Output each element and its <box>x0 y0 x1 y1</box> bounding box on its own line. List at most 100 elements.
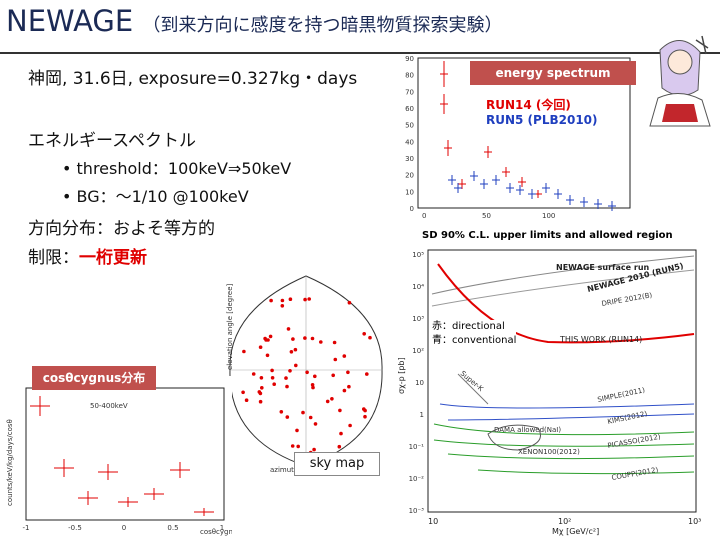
sky-event <box>270 368 274 373</box>
sd-curve-run5 <box>431 269 695 307</box>
spectrum-y-tick: 30 <box>405 155 414 163</box>
sky-event <box>285 415 290 419</box>
sky-event <box>342 354 347 358</box>
cos-xlabel: cosθcygnus <box>200 528 232 536</box>
sd-y-tick: 10⁻² <box>409 475 425 483</box>
sd-y-tick: 10³ <box>412 315 424 323</box>
sd-x-tick: 10³ <box>688 517 701 526</box>
sd-label-kims: KIMS(2012) <box>607 410 648 426</box>
sd-ylabel: σχ-p [pb] <box>398 357 406 394</box>
sky-event <box>333 357 338 362</box>
sky-event <box>342 388 347 393</box>
sky-event <box>301 410 305 415</box>
sky-event <box>363 408 367 413</box>
sky-ylabel: elevation angle [degree] <box>226 283 234 370</box>
spectrum-x-tick: 0 <box>422 212 426 220</box>
sky-event <box>312 447 316 452</box>
spectrum-x-tick: 50 <box>482 212 491 220</box>
cos-x-tick: -0.5 <box>68 524 82 532</box>
sky-event <box>363 414 367 419</box>
sky-event <box>313 422 318 426</box>
sky-event <box>258 399 263 404</box>
sky-event <box>280 298 285 303</box>
sky-event <box>260 386 264 390</box>
sky-event <box>280 304 285 308</box>
sky-event <box>294 363 298 368</box>
sky-event <box>348 423 352 428</box>
sky-event <box>288 297 293 301</box>
sky-event <box>270 376 275 380</box>
sky-event <box>285 384 289 389</box>
sky-event <box>313 374 317 379</box>
title-subtitle: （到来方向に感度を持つ暗黒物質探索実験） <box>142 15 503 36</box>
sd-limit-plot: 10⁵ 10⁴ 10³ 10² 10 1 10⁻¹ 10⁻² 10⁻³ 10 10² 10³ NEW… <box>398 244 704 536</box>
spectrum-y-tick: 90 <box>405 55 414 63</box>
sd-dama-region <box>487 424 541 451</box>
sky-event <box>241 390 245 395</box>
sd-limit-header: SD 90% C.L. upper limits and allowed reg… <box>422 230 673 241</box>
spectrum-y-tick: 50 <box>405 122 414 130</box>
energy-spectrum-label: energy spectrum <box>470 61 636 85</box>
direction-line: 方向分布：およそ等方的 <box>28 219 215 239</box>
sky-event <box>332 340 337 345</box>
cos-plot-label: cosθcygnus分布 <box>32 366 156 390</box>
sky-event <box>293 347 298 352</box>
sky-event <box>284 376 288 380</box>
sky-event <box>289 350 294 354</box>
bullet-background: • BG：〜1/10 @100keV <box>62 187 249 206</box>
limit-value: 一桁更新 <box>79 248 147 268</box>
sky-event <box>311 385 315 390</box>
sky-event <box>269 298 273 303</box>
sd-label-dama: DAMA allowed(NaI) <box>494 426 561 434</box>
bullet-threshold-text: threshold：100keV⇒50keV <box>76 159 292 178</box>
bullet-threshold: • threshold：100keV⇒50keV <box>62 159 292 178</box>
sd-curve-superk <box>457 373 489 405</box>
sky-event <box>307 297 311 301</box>
spectrum-y-tick: 10 <box>405 188 414 196</box>
spectrum-frame <box>417 57 631 209</box>
sky-event <box>325 399 330 404</box>
sky-event <box>258 345 263 349</box>
sd-curve-green-1 <box>433 423 695 436</box>
spectrum-y-tick: 0 <box>410 205 414 213</box>
sky-event <box>288 369 292 373</box>
spectrum-y-tick: 70 <box>405 88 414 96</box>
sky-map-plot: elevation angle [degree] azimuth angle [… <box>222 270 390 476</box>
sky-event <box>303 297 307 302</box>
sd-label-surface: NEWAGE surface run <box>556 263 650 272</box>
sd-legend: 赤：directional 青：conventional <box>432 320 517 348</box>
sky-event <box>339 431 343 436</box>
sky-event <box>330 397 334 401</box>
spectrum-y-tick: 80 <box>405 72 414 80</box>
spectrum-y-tick: 60 <box>405 105 414 113</box>
sd-label-this-work: THIS WORK (RUN14) <box>559 335 642 344</box>
sky-event <box>251 372 256 376</box>
sky-event <box>291 337 295 341</box>
sd-y-tick: 10⁻³ <box>409 507 425 515</box>
run-info: 神岡, 31.6日, exposure=0.327kg・days <box>28 69 358 89</box>
sd-y-tick: 10 <box>415 379 424 387</box>
sd-y-tick: 10⁵ <box>412 251 424 259</box>
legend-run5: RUN5 (PLB2010) <box>486 113 598 127</box>
sd-x-tick: 10² <box>558 517 571 526</box>
sky-map-label: sky map <box>294 452 380 476</box>
sd-curve-blue-2 <box>447 413 695 421</box>
sd-y-tick: 10² <box>412 347 424 355</box>
sd-curve-this-work <box>437 263 695 344</box>
sd-legend-directional: 赤：directional <box>432 321 505 332</box>
sky-event <box>290 444 295 448</box>
sd-legend-conventional: 青：conventional <box>432 335 517 346</box>
sky-event <box>279 410 284 414</box>
sd-label-dripe: DRIPE 2012(B) <box>601 291 653 308</box>
sd-label-picasso: PICASSO(2012) <box>607 433 661 450</box>
sky-event <box>259 376 264 380</box>
sd-y-tick: 10⁻¹ <box>409 443 425 451</box>
spectrum-y-tick: 20 <box>405 172 414 180</box>
sky-event <box>347 300 352 305</box>
sky-event <box>362 332 366 336</box>
sd-xlabel: Mχ [GeV/c²] <box>552 527 599 536</box>
cos-theta-plot: -1 -0.5 0 0.5 1 50-400keV counts/keV/kg/days… <box>4 376 232 536</box>
sky-event <box>268 334 273 339</box>
sky-event <box>338 408 342 413</box>
sky-event <box>331 373 335 378</box>
